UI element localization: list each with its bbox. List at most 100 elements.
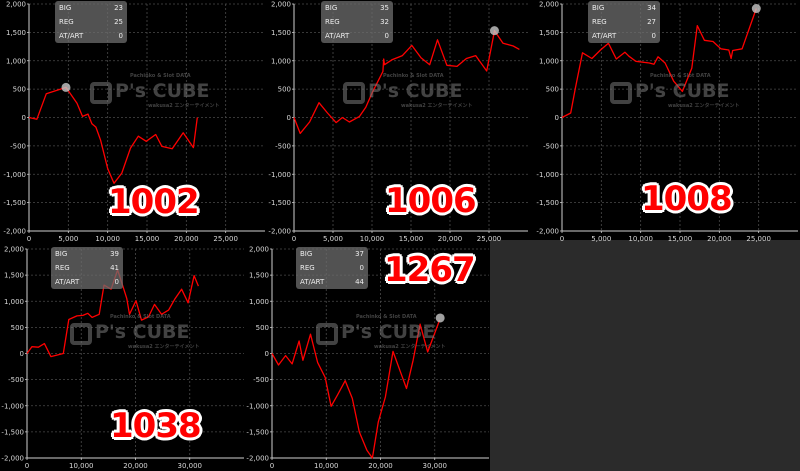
y-tick-label: 0 <box>555 114 559 122</box>
y-tick-label: -1,500 <box>1 428 24 436</box>
y-tick-label: 2,000 <box>6 1 26 9</box>
y-tick-label: -500 <box>10 142 26 150</box>
y-tick-label: 2,000 <box>4 246 24 254</box>
y-tick-label: -1,500 <box>536 199 559 207</box>
y-tick-label: 1,500 <box>539 29 559 37</box>
art-count: 0 <box>651 32 656 40</box>
watermark-sub: wakusa2 エンターテイメント <box>401 103 473 109</box>
y-tick-label: 2,000 <box>249 246 269 254</box>
chart-1008: 2,000 1,500 1,000 500 0 -500 -1,000 -1,500 -2,00… <box>536 1 798 243</box>
art-count: 0 <box>118 32 123 40</box>
watermark-sub: wakusa2 エンターテイメント <box>374 344 446 350</box>
y-tick-label: -2,000 <box>246 455 269 463</box>
cube-logo-icon <box>70 322 92 345</box>
y-tick-label: -1,000 <box>246 402 269 410</box>
watermark-tagline: Pachinko & Slot DATA <box>650 73 711 79</box>
stats-box: BIG 37 REG 0 AT/ART 44 <box>296 247 368 289</box>
x-tick-label: 0 <box>560 235 564 243</box>
y-tick-label: -500 <box>543 142 559 150</box>
y-tick-label: 1,000 <box>4 298 24 306</box>
empty-panel <box>490 240 800 471</box>
stats-box: BIG 34 REG 27 AT/ART 0 <box>588 1 660 43</box>
x-tick-label: 25,000 <box>477 235 502 243</box>
current-point-marker <box>61 82 71 92</box>
y-tick-label: 500 <box>546 86 559 94</box>
x-tick-label: 15,000 <box>399 235 424 243</box>
x-tick-label: 20,000 <box>707 235 732 243</box>
reg-count: 25 <box>114 18 123 26</box>
y-tick-label: 1,000 <box>249 298 269 306</box>
watermark-logo: P's CUBE Pachinko & Slot DATA wakusa2 エンター… <box>316 314 445 350</box>
x-tick-label: 20,000 <box>368 462 393 470</box>
big-label: BIG <box>325 4 338 12</box>
y-tick-label: -1,000 <box>1 402 24 410</box>
watermark-text: P's CUBE <box>115 80 210 102</box>
machine-number-label: 1002 <box>108 182 200 222</box>
reg-count: 32 <box>380 18 389 26</box>
y-tick-label: 1,500 <box>4 272 24 280</box>
art-label: AT/ART <box>59 32 84 40</box>
watermark-text: P's CUBE <box>635 80 730 102</box>
reg-label: REG <box>55 264 70 272</box>
y-tick-label: 0 <box>265 350 269 358</box>
x-tick-label: 20,000 <box>123 462 148 470</box>
x-tick-label: 0 <box>25 462 29 470</box>
y-tick-label: 1,000 <box>6 57 26 65</box>
chart-1038: 2,000 1,500 1,000 500 0 -500 -1,000 -1,500 -2,00… <box>1 246 244 470</box>
y-tick-label: -1,000 <box>268 171 291 179</box>
series-line <box>561 8 757 119</box>
stats-box: BIG 23 REG 25 AT/ART 0 <box>55 1 127 43</box>
art-count: 44 <box>355 278 364 286</box>
big-count: 34 <box>647 4 656 12</box>
x-tick-label: 25,000 <box>213 235 238 243</box>
y-tick-label: 1,500 <box>271 29 291 37</box>
y-tick-label: -1,000 <box>536 171 559 179</box>
x-tick-label: 10,000 <box>628 235 653 243</box>
x-tick-label: 0 <box>270 462 274 470</box>
y-tick-label: 0 <box>20 350 24 358</box>
y-tick-label: -500 <box>275 142 291 150</box>
y-tick-label: 2,000 <box>271 1 291 9</box>
big-label: BIG <box>59 4 72 12</box>
art-count: 0 <box>114 278 119 286</box>
x-tick-label: 10,000 <box>69 462 94 470</box>
watermark-logo: P's CUBE Pachinko & Slot DATA wakusa2 エンター… <box>610 73 739 109</box>
reg-count: 41 <box>110 264 119 272</box>
big-label: BIG <box>300 250 313 258</box>
y-tick-label: -2,000 <box>536 228 559 236</box>
y-tick-label: 1,000 <box>539 57 559 65</box>
x-tick-label: 5,000 <box>323 235 343 243</box>
watermark-sub: wakusa2 エンターテイメント <box>148 103 220 109</box>
big-count: 39 <box>110 250 119 258</box>
watermark-tagline: Pachinko & Slot DATA <box>356 314 417 320</box>
y-tick-label: -1,500 <box>268 199 291 207</box>
x-tick-label: 5,000 <box>58 235 78 243</box>
watermark-text: P's CUBE <box>368 80 463 102</box>
art-label: AT/ART <box>55 278 80 286</box>
y-tick-label: -500 <box>8 376 24 384</box>
current-point-marker <box>751 4 761 14</box>
y-tick-label: -2,000 <box>268 228 291 236</box>
y-tick-label: 500 <box>278 86 291 94</box>
y-tick-label: 500 <box>256 324 269 332</box>
cube-logo-icon <box>90 81 112 104</box>
x-tick-label: 0 <box>27 235 31 243</box>
watermark-sub: wakusa2 エンターテイメント <box>128 344 200 350</box>
machine-number-label: 1038 <box>110 406 202 446</box>
x-tick-label: 15,000 <box>668 235 693 243</box>
x-tick-label: 20,000 <box>438 235 463 243</box>
series-line <box>293 30 520 135</box>
y-tick-label: 0 <box>287 114 291 122</box>
art-label: AT/ART <box>325 32 350 40</box>
art-count: 0 <box>384 32 389 40</box>
y-tick-label: 500 <box>11 324 24 332</box>
big-count: 23 <box>114 4 123 12</box>
x-tick-label: 30,000 <box>423 462 448 470</box>
watermark-logo: P's CUBE Pachinko & Slot DATA wakusa2 エンター… <box>343 73 472 109</box>
y-tick-label: 0 <box>22 114 26 122</box>
y-tick-label: -2,000 <box>3 228 26 236</box>
big-count: 37 <box>355 250 364 258</box>
current-point-marker <box>489 26 499 36</box>
